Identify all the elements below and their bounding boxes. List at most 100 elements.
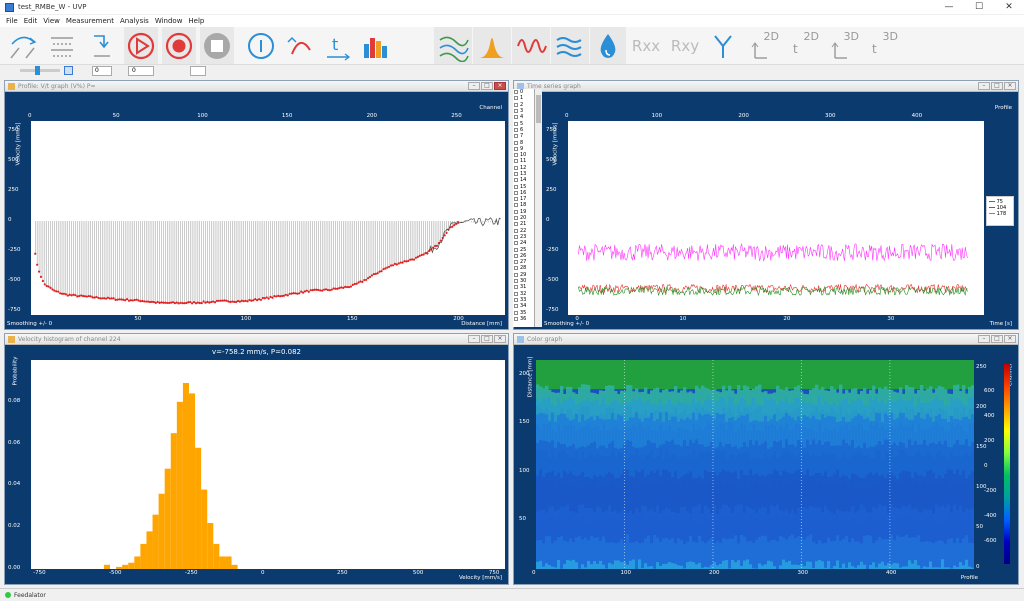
zoom-slider-thumb[interactable] [35,66,40,75]
channel-checkbox[interactable] [514,190,518,195]
zoom-slider[interactable] [20,69,60,72]
channel-item[interactable]: 1 [513,95,534,101]
channel-item[interactable]: 15 [513,183,534,190]
channel-checkbox[interactable] [514,234,518,239]
channel-item[interactable]: 10 [513,152,534,158]
channel-item[interactable]: 6 [513,127,534,133]
channel-item[interactable]: 14 [513,177,534,183]
colorgraph-maximize-button[interactable]: □ [991,335,1003,343]
channel-item[interactable]: 35 [513,309,534,316]
spin-input-1[interactable]: 0 [92,66,112,76]
colorgraph-close-button[interactable]: × [1004,335,1016,343]
timeseries-smoothing-label[interactable]: Smoothing +/- 0 [544,321,590,327]
channel-item[interactable]: 32 [513,291,534,297]
step-button[interactable] [82,27,120,64]
channel-item[interactable]: 5 [513,120,534,127]
histogram-button[interactable] [473,27,511,64]
channel-checkbox[interactable] [514,316,518,321]
timeseries-maximize-button[interactable]: □ [991,82,1003,90]
waves-button[interactable] [551,27,589,64]
channel-item[interactable]: 17 [513,196,534,202]
colorgraph-minimize-button[interactable]: – [978,335,990,343]
channel-checkbox[interactable] [514,260,518,265]
channel-checkbox[interactable] [514,172,518,176]
channel-item[interactable]: 2 [513,102,534,108]
channel-item[interactable]: 3 [513,108,534,114]
colorgraph-plot-area[interactable] [536,360,975,600]
channel-checkbox[interactable] [514,96,518,101]
channel-item[interactable]: 12 [513,165,534,171]
play-button[interactable] [124,27,158,64]
menu-measurement[interactable]: Measurement [65,17,114,25]
channel-checkbox[interactable] [514,216,518,221]
channel-checkbox[interactable] [514,90,518,95]
profile-smoothing-label[interactable]: Smoothing +/- 0 [7,321,53,327]
record-button[interactable] [162,27,196,64]
channel-checkbox[interactable] [514,159,518,164]
arc-button[interactable] [281,27,319,64]
channel-checkbox[interactable] [514,241,518,246]
channels-button[interactable] [43,27,81,64]
channel-checkbox[interactable] [514,121,518,126]
channel-item[interactable]: 19 [513,209,534,215]
channel-checkbox[interactable] [514,127,518,132]
time-axis-button[interactable]: t [320,27,356,64]
channel-checkbox[interactable] [514,184,518,189]
maximize-button[interactable]: ☐ [974,2,984,12]
channel-item[interactable]: 11 [513,158,534,164]
channel-checkbox[interactable] [514,310,518,315]
channel-checkbox[interactable] [514,304,518,309]
channel-item[interactable]: 29 [513,272,534,278]
channel-checkbox[interactable] [514,291,518,296]
channel-checkbox[interactable] [514,140,518,145]
spin-input-2[interactable]: 0 [128,66,154,76]
channel-item[interactable]: 20 [513,215,534,221]
2d-time-button[interactable]: 2D t [785,27,823,64]
channel-checkbox[interactable] [514,209,518,214]
channel-checkbox[interactable] [514,178,518,183]
2d-up-button[interactable]: 2D [745,27,783,64]
channel-checkbox[interactable] [514,153,518,158]
channel-item[interactable]: 34 [513,303,534,309]
channel-item[interactable]: 16 [513,190,534,196]
channel-checkbox[interactable] [514,134,518,139]
channel-item[interactable]: 4 [513,114,534,120]
close-button[interactable]: ✕ [1005,2,1013,12]
channel-checkbox[interactable] [514,266,518,271]
channel-checkbox[interactable] [514,228,518,233]
channel-item[interactable]: 8 [513,139,534,146]
menu-file[interactable]: File [6,17,18,25]
channel-list-scroll-thumb[interactable] [536,95,541,123]
channel-item[interactable]: 26 [513,253,534,259]
profile-maximize-button[interactable]: □ [481,82,493,90]
channel-checkbox[interactable] [514,109,518,114]
timeseries-minimize-button[interactable]: – [978,82,990,90]
channel-list-scrollbar[interactable] [535,89,542,327]
sync-profiles-button[interactable] [4,27,42,64]
stop-button[interactable] [200,27,234,64]
3d-time-button[interactable]: 3D t [864,27,902,64]
droplet-button[interactable] [590,27,626,64]
channel-checkbox[interactable] [514,272,518,277]
channel-item[interactable]: 28 [513,265,534,271]
channel-item[interactable]: 36 [513,316,534,322]
menu-analysis[interactable]: Analysis [119,17,149,25]
histogram-maximize-button[interactable]: □ [481,335,493,343]
menu-help[interactable]: Help [188,17,205,25]
channel-item[interactable]: 24 [513,240,534,246]
channel-checkbox[interactable] [514,203,518,208]
menu-edit[interactable]: Edit [23,17,38,25]
channel-item[interactable]: 23 [513,234,534,240]
menu-view[interactable]: View [43,17,60,25]
channel-checkbox[interactable] [514,285,518,290]
channel-checkbox[interactable] [514,279,518,284]
profile-close-button[interactable]: × [494,82,506,90]
channel-checkbox[interactable] [514,297,518,302]
histogram-minimize-button[interactable]: – [468,335,480,343]
histogram-close-button[interactable]: × [494,335,506,343]
channel-checkbox[interactable] [514,102,518,107]
waveform-button[interactable] [512,27,550,64]
channel-checkbox[interactable] [514,165,518,170]
channel-item[interactable]: 7 [513,133,534,139]
bar-chart-button[interactable] [357,27,393,64]
